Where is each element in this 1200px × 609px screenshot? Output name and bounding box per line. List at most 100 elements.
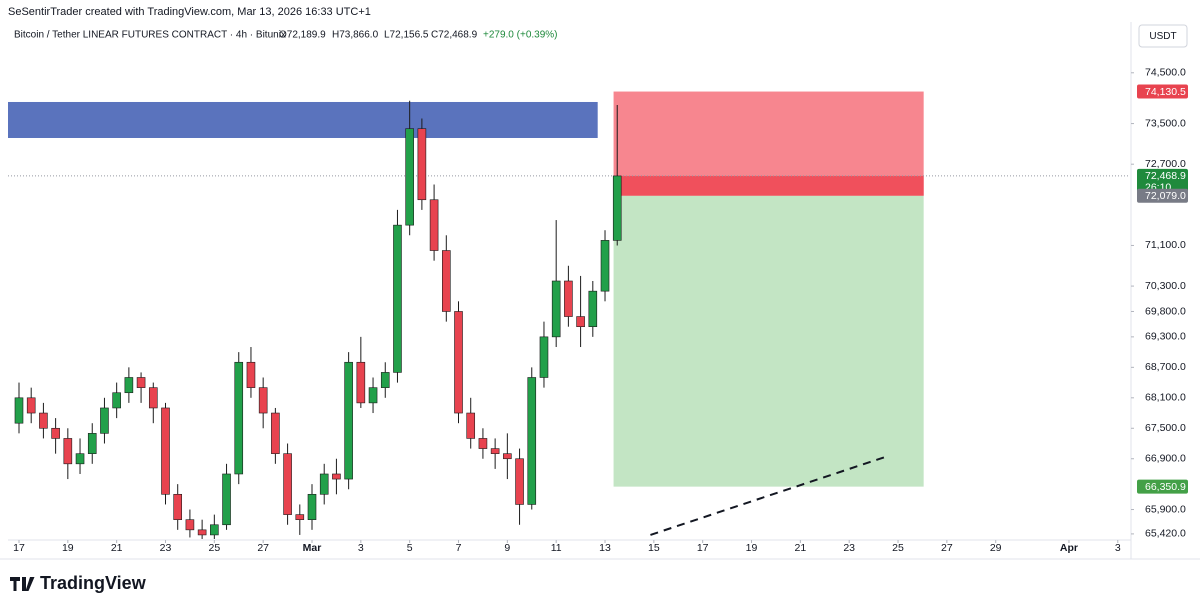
- candle-body: [307, 493, 317, 520]
- x-tick-label: 19: [62, 542, 74, 554]
- x-tick-label: 29: [990, 542, 1002, 554]
- legend-line: Bitcoin / Tether LINEAR FUTURES CONTRACT…: [14, 30, 558, 41]
- candle-body: [380, 372, 390, 388]
- currency[interactable]: USDT: [1149, 31, 1176, 42]
- entry-label: 72,079.0: [1145, 190, 1186, 202]
- y-tick-label: 65,420.0: [1145, 528, 1186, 540]
- current-price-label-box: [1137, 168, 1188, 195]
- x-tick-label: 15: [648, 542, 660, 554]
- x-tick-label: 13: [599, 542, 611, 554]
- x-tick-label: 27: [941, 542, 953, 554]
- stop-label-box: [1137, 84, 1188, 99]
- candle-body: [100, 407, 109, 434]
- supply-zone: [8, 101, 598, 138]
- candle-body: [417, 128, 427, 201]
- candle-body: [539, 336, 549, 378]
- y-tick-label: 69,300.0: [1145, 331, 1186, 343]
- candle-body: [26, 397, 36, 414]
- y-tick-label: 68,700.0: [1145, 361, 1186, 373]
- x-tick-label: 11: [551, 542, 562, 554]
- candle-body: [478, 438, 488, 449]
- candle-body: [490, 448, 500, 454]
- candle-body: [75, 453, 85, 465]
- candle-body: [429, 199, 439, 251]
- candle-body: [173, 493, 183, 520]
- attribution: SeSentirTrader created with TradingView.…: [8, 6, 371, 18]
- y-tick-label: 74,500.0: [1145, 67, 1186, 79]
- candle-body: [527, 377, 537, 505]
- candle-body: [588, 290, 598, 328]
- y-tick-label: 70,300.0: [1145, 280, 1186, 292]
- target-label-box: [1137, 479, 1188, 494]
- candle-body: [185, 519, 195, 531]
- plot: [8, 91, 1130, 539]
- currency-button[interactable]: [1138, 24, 1188, 48]
- candle-body: [600, 240, 610, 292]
- stop-label: 74,130.5: [1145, 86, 1186, 98]
- y-tick-label: 66,900.0: [1145, 453, 1186, 465]
- x-tick-label: 21: [795, 542, 807, 554]
- current-price-label: 72,468.9: [1145, 170, 1186, 182]
- candle-body: [466, 412, 476, 439]
- candle-body: [295, 514, 305, 520]
- candle-body: [393, 224, 402, 373]
- entry-label-box: [1137, 188, 1188, 203]
- y-tick-label: 69,800.0: [1145, 305, 1186, 317]
- candle-body: [14, 397, 24, 424]
- ohlc-high: H73,866.0: [332, 30, 379, 41]
- candle-body: [51, 427, 60, 439]
- candle-body: [197, 529, 207, 536]
- y-tick-label: 67,500.0: [1145, 422, 1186, 434]
- candle-body: [271, 412, 280, 454]
- candle-body: [87, 433, 97, 454]
- candle-body: [332, 473, 341, 480]
- candle-body: [246, 361, 256, 388]
- x-tick-label: 7: [456, 542, 462, 554]
- candle-body: [368, 387, 378, 404]
- candle-body: [319, 473, 329, 495]
- candle-body: [258, 387, 268, 414]
- x-tick-label: 5: [407, 542, 413, 554]
- candle-body: [551, 280, 561, 338]
- candle-body: [222, 473, 231, 526]
- candle-body: [442, 250, 451, 312]
- candle-body: [283, 453, 292, 515]
- candle-body: [39, 412, 48, 429]
- candle-body: [148, 387, 158, 409]
- candle-body: [136, 377, 146, 388]
- y-tick-label: 71,100.0: [1145, 239, 1186, 251]
- logo: TradingView: [10, 573, 147, 593]
- candle-body: [503, 453, 512, 460]
- x-tick-label: 17: [13, 542, 25, 554]
- open-pnl-zone: [613, 175, 924, 196]
- y-tick-label: 73,500.0: [1145, 117, 1186, 129]
- y-tick-label: 65,900.0: [1145, 503, 1186, 515]
- ohlc-open: O72,189.9: [279, 30, 326, 41]
- candle-body: [612, 175, 622, 241]
- target-zone: [613, 195, 924, 487]
- x-tick-label: 9: [504, 542, 510, 554]
- candle-body: [210, 524, 219, 536]
- candle-body: [405, 128, 414, 226]
- candle-body: [112, 392, 121, 409]
- candle-body: [356, 361, 366, 404]
- x-tick-label: 21: [111, 542, 123, 554]
- candle-body: [124, 377, 134, 394]
- candle-body: [234, 361, 244, 475]
- candle-body: [454, 311, 463, 414]
- axes: 74,500.0 73,500.0 72,700.0 71,100.0 70,300.0…: [13, 67, 1188, 554]
- x-tick-label: 27: [257, 542, 269, 554]
- ohlc-close: C72,468.9: [431, 30, 478, 41]
- x-tick-label: 19: [746, 542, 758, 554]
- logo-icon: [10, 577, 35, 591]
- x-tick-label: 3: [358, 542, 364, 554]
- target-label: 66,350.9: [1145, 481, 1186, 493]
- candle-body: [515, 458, 524, 505]
- ohlc-change: +279.0 (+0.39%): [483, 30, 558, 41]
- candle-body: [344, 361, 353, 480]
- logo-text: TradingView: [40, 573, 147, 593]
- ohlc-low: L72,156.5: [384, 30, 429, 41]
- x-tick-label: 23: [160, 542, 172, 554]
- y-tick-label: 72,700.0: [1145, 158, 1186, 170]
